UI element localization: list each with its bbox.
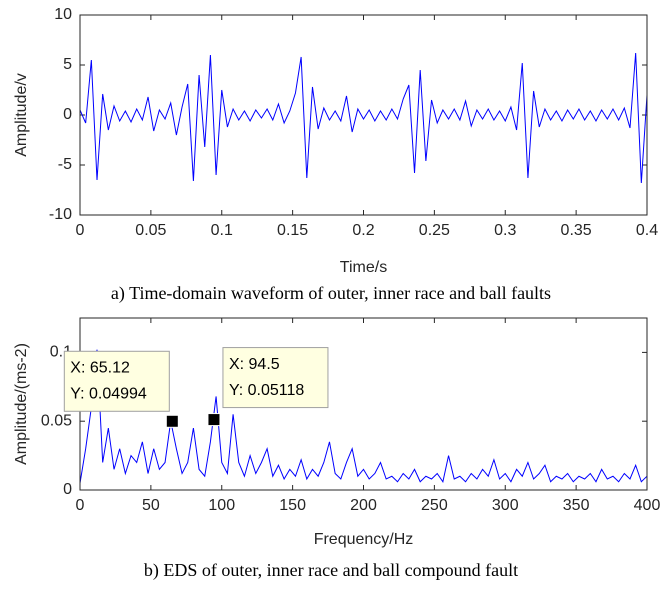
x-tick-label: 0.15 xyxy=(277,222,308,239)
x-tick-label: 250 xyxy=(421,497,448,514)
datatip-x: X: 94.5 xyxy=(229,356,280,373)
y-tick-label: 0.05 xyxy=(41,412,72,429)
signal-line xyxy=(80,349,647,484)
x-tick-label: 0.25 xyxy=(419,222,450,239)
datatip-marker xyxy=(207,413,221,427)
x-tick-label: 350 xyxy=(563,497,590,514)
x-axis-label: Time/s xyxy=(340,259,387,276)
x-tick-label: 0.4 xyxy=(636,222,658,239)
signal-line xyxy=(80,52,647,184)
x-tick-label: 0.1 xyxy=(211,222,233,239)
x-tick-label: 0.2 xyxy=(352,222,374,239)
plot-area xyxy=(80,318,647,490)
x-tick-label: 0 xyxy=(76,497,85,514)
x-tick-label: 0.3 xyxy=(494,222,516,239)
datatip-marker xyxy=(165,414,179,428)
datatip-y: Y: 0.04994 xyxy=(70,386,147,403)
x-tick-label: 300 xyxy=(492,497,519,514)
datatip-box xyxy=(63,350,170,412)
y-tick-label: 5 xyxy=(63,56,72,73)
y-tick-label: -5 xyxy=(58,156,72,173)
datatip-box xyxy=(222,347,329,409)
caption: a) Time-domain waveform of outer, inner … xyxy=(111,283,551,304)
plot-data xyxy=(80,52,647,184)
x-tick-label: 0.05 xyxy=(135,222,166,239)
caption: b) EDS of outer, inner race and ball com… xyxy=(144,560,518,581)
x-tick-label: 400 xyxy=(634,497,661,514)
y-axis-label: Amplitude/(ms-2) xyxy=(13,343,30,465)
datatip-x: X: 65.12 xyxy=(70,360,130,377)
plot-area xyxy=(80,15,647,215)
x-tick-label: 150 xyxy=(279,497,306,514)
y-tick-label: -10 xyxy=(49,206,72,223)
x-tick-label: 0.35 xyxy=(561,222,592,239)
x-tick-label: 200 xyxy=(350,497,377,514)
y-tick-label: 10 xyxy=(54,6,72,23)
y-axis-label: Amplitude/v xyxy=(13,73,30,157)
datatip-y: Y: 0.05118 xyxy=(229,382,304,399)
x-tick-label: 100 xyxy=(208,497,235,514)
y-tick-label: 0 xyxy=(63,481,72,498)
x-tick-label: 50 xyxy=(142,497,160,514)
x-tick-label: 0 xyxy=(76,222,85,239)
axes-box xyxy=(79,14,648,216)
x-axis-label: Frequency/Hz xyxy=(314,531,414,548)
y-tick-label: 0 xyxy=(63,106,72,123)
plot-data xyxy=(80,349,647,484)
